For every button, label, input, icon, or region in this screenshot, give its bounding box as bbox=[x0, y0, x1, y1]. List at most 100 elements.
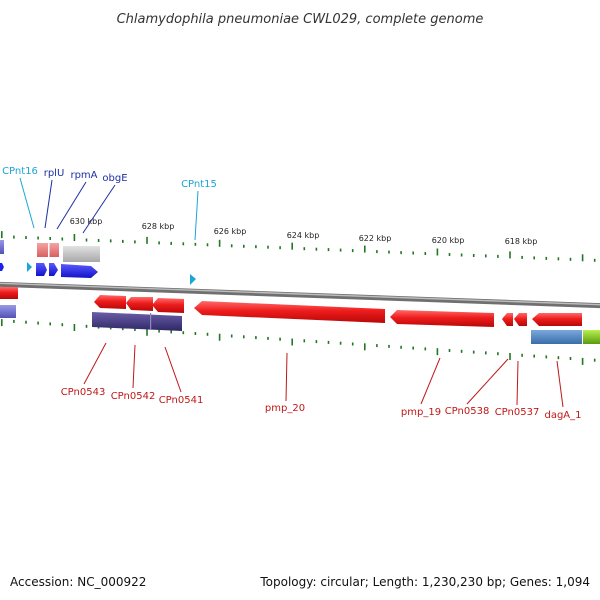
feature-slate bbox=[0, 240, 4, 254]
tick-labels: 630 kbp 628 kbp 626 kbp 624 kbp 622 kbp … bbox=[70, 217, 538, 246]
minor-tick bbox=[593, 258, 596, 262]
feature-divider bbox=[48, 243, 50, 257]
minor-tick bbox=[267, 245, 269, 249]
minor-tick bbox=[267, 336, 269, 340]
minor-tick bbox=[545, 355, 548, 359]
cds-arrow-dagA_1 bbox=[532, 313, 582, 326]
top-gene-labels: CPnt16 rplU rpmA obgE CPnt15 bbox=[2, 166, 217, 190]
minor-tick bbox=[49, 322, 51, 326]
minor-tick bbox=[351, 249, 354, 253]
minor-tick bbox=[109, 326, 112, 330]
minor-tick bbox=[243, 244, 245, 248]
minor-tick bbox=[400, 345, 402, 349]
minor-tick bbox=[49, 237, 51, 240]
feature-slate-lower bbox=[0, 305, 16, 318]
gene-arrow-rplU bbox=[36, 263, 47, 276]
gene-label-CPn0537: CPn0537 bbox=[495, 407, 540, 418]
major-tick bbox=[1, 319, 3, 327]
minor-tick bbox=[206, 332, 209, 336]
tick-label: 630 kbp bbox=[70, 217, 103, 226]
tick-label: 618 kbp bbox=[505, 237, 538, 246]
major-tick bbox=[509, 251, 511, 259]
minor-tick bbox=[376, 344, 378, 348]
page-title: Chlamydophila pneumoniae CWL029, complet… bbox=[117, 12, 484, 27]
gene-label-CPnt16: CPnt16 bbox=[2, 166, 38, 177]
gene-label-obgE: obgE bbox=[102, 173, 127, 184]
minor-tick bbox=[25, 236, 27, 239]
major-tick bbox=[1, 231, 3, 239]
minor-tick bbox=[327, 248, 330, 252]
minor-tick bbox=[134, 328, 136, 331]
minor-tick bbox=[303, 247, 306, 251]
minor-tick bbox=[497, 352, 499, 356]
gene-label-pmp_20: pmp_20 bbox=[265, 403, 305, 414]
leader-line-pmp_20 bbox=[285, 352, 288, 402]
minor-tick bbox=[557, 257, 560, 261]
major-tick bbox=[218, 333, 221, 341]
major-tick bbox=[436, 248, 439, 256]
feature-steelblue-block bbox=[531, 330, 582, 344]
tick-label: 628 kbp bbox=[142, 222, 175, 231]
minor-tick bbox=[497, 254, 499, 258]
reverse-strand-blocks bbox=[0, 305, 600, 344]
minor-tick bbox=[170, 330, 172, 334]
leader-line-CPn0543 bbox=[83, 342, 107, 385]
cds-arrow bbox=[0, 287, 18, 299]
tick-label: 624 kbp bbox=[287, 231, 320, 240]
minor-tick bbox=[25, 320, 27, 324]
minor-tick bbox=[230, 244, 233, 248]
outer-tick-ring bbox=[1, 231, 596, 262]
tick-label: 622 kbp bbox=[359, 234, 392, 243]
trna-marker-CPnt15 bbox=[190, 274, 196, 285]
major-tick bbox=[509, 353, 511, 360]
minor-tick bbox=[158, 241, 160, 245]
minor-tick bbox=[194, 332, 197, 335]
minor-tick bbox=[388, 250, 390, 254]
minor-tick bbox=[303, 339, 306, 343]
minor-tick bbox=[134, 240, 136, 244]
minor-tick bbox=[255, 245, 257, 249]
gene-label-CPnt15: CPnt15 bbox=[181, 179, 217, 190]
minor-tick bbox=[122, 327, 124, 331]
major-tick bbox=[73, 234, 76, 241]
minor-tick bbox=[485, 351, 487, 355]
leader-line-CPnt15 bbox=[194, 190, 199, 241]
minor-tick bbox=[315, 340, 318, 344]
cds-arrow-pmp_20 bbox=[194, 301, 385, 323]
minor-tick bbox=[339, 341, 342, 345]
trna-marker-CPnt16 bbox=[27, 262, 32, 272]
gene-label-rplU: rplU bbox=[44, 168, 65, 179]
minor-tick bbox=[557, 356, 560, 360]
minor-tick bbox=[460, 253, 463, 257]
minor-tick bbox=[122, 239, 124, 243]
minor-tick bbox=[339, 248, 342, 252]
major-tick bbox=[146, 236, 148, 244]
major-tick bbox=[364, 245, 366, 253]
minor-tick bbox=[521, 255, 523, 259]
accession-text: Accession: NC_000922 bbox=[10, 575, 146, 589]
minor-tick bbox=[533, 256, 535, 260]
major-tick bbox=[436, 348, 439, 356]
minor-tick bbox=[61, 323, 64, 327]
forward-strand-features bbox=[0, 240, 196, 285]
minor-tick bbox=[533, 354, 535, 358]
bottom-leader-lines bbox=[83, 342, 564, 408]
minor-tick bbox=[472, 254, 475, 257]
minor-tick bbox=[182, 242, 185, 246]
minor-tick bbox=[279, 246, 281, 250]
bottom-gene-labels: CPn0543 CPn0542 CPn0541 pmp_20 pmp_19 CP… bbox=[61, 387, 582, 421]
gene-label-CPn0542: CPn0542 bbox=[111, 391, 156, 402]
leader-line-rpmA bbox=[56, 181, 87, 230]
minor-tick bbox=[448, 253, 451, 256]
minor-tick bbox=[37, 236, 39, 240]
cds-arrow-CPn0543 bbox=[94, 295, 126, 309]
major-tick bbox=[291, 242, 293, 250]
gene-arrow-obgE bbox=[61, 264, 98, 278]
minor-tick bbox=[376, 250, 378, 254]
minor-tick bbox=[388, 344, 390, 348]
minor-tick bbox=[85, 238, 88, 242]
minor-tick bbox=[37, 321, 39, 325]
minor-tick bbox=[109, 239, 112, 243]
feature-misc-gray bbox=[63, 246, 100, 262]
minor-tick bbox=[206, 243, 209, 247]
